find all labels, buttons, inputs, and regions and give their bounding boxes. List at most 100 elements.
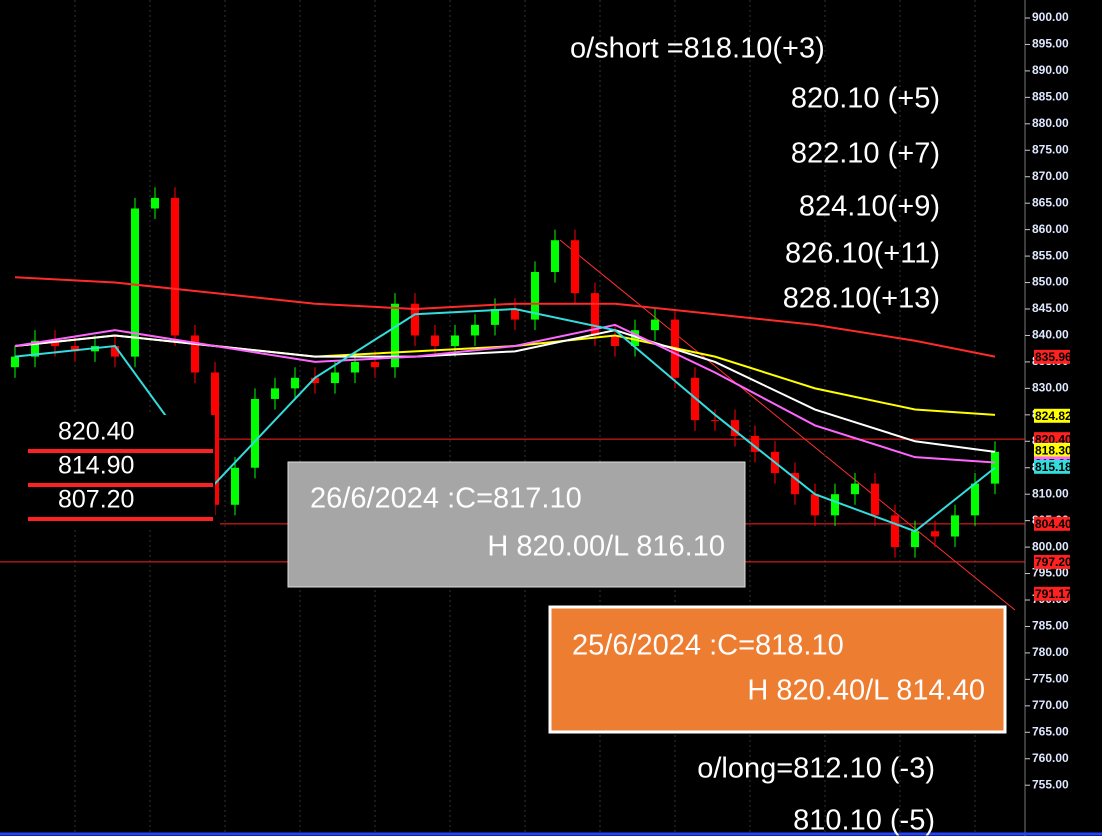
candle-body xyxy=(971,483,979,516)
y-tick-label: 890.00 xyxy=(1032,63,1069,77)
orange-box-line: 25/6/2024 :C=818.10 xyxy=(572,630,844,662)
price-tag xyxy=(1034,432,1070,447)
y-tick-label: 830.00 xyxy=(1032,381,1069,395)
price-tag xyxy=(1034,349,1070,364)
box-level-bar xyxy=(28,483,213,487)
orange-box xyxy=(548,605,1007,734)
candle-body xyxy=(591,293,599,336)
price-tag-label: 804.40 xyxy=(1035,517,1072,531)
ma-line xyxy=(14,276,996,358)
candle-body xyxy=(631,330,639,347)
candle-body xyxy=(511,309,519,320)
ma-line xyxy=(14,323,996,464)
candle-body xyxy=(411,303,419,336)
y-tick-label: 810.00 xyxy=(1032,486,1069,500)
y-tick-label: 895.00 xyxy=(1032,37,1069,51)
candle-body xyxy=(111,346,119,357)
candle-body xyxy=(171,197,179,336)
candle-body xyxy=(571,240,579,294)
y-tick-label: 850.00 xyxy=(1032,275,1069,289)
candle-body xyxy=(471,324,479,336)
candle-body xyxy=(11,356,19,368)
candle-body xyxy=(371,361,379,368)
y-tick-label: 885.00 xyxy=(1032,90,1069,104)
candle-body xyxy=(251,398,259,468)
candle-body xyxy=(51,340,59,347)
y-tick-label: 865.00 xyxy=(1032,195,1069,209)
price-tag-label: 791.17 xyxy=(1035,587,1072,601)
y-tick-label: 770.00 xyxy=(1032,698,1069,712)
candle-body xyxy=(231,467,239,505)
box-level-label: 820.40 xyxy=(58,418,134,446)
candle-body xyxy=(731,420,739,436)
candle-body xyxy=(931,531,939,537)
orange-box-line: H 820.40/L 814.40 xyxy=(747,675,985,707)
candle-body xyxy=(311,377,319,384)
y-tick-label: 845.00 xyxy=(1032,301,1069,315)
candle-body xyxy=(911,531,919,548)
candle-body xyxy=(751,435,759,452)
candle-body xyxy=(871,483,879,516)
price-tag xyxy=(1034,554,1070,569)
y-tick-label: 855.00 xyxy=(1032,248,1069,262)
ma-line xyxy=(14,329,996,453)
gray-box-line: 26/6/2024 :C=817.10 xyxy=(310,483,582,515)
y-tick-label: 900.00 xyxy=(1032,10,1069,24)
price-tag xyxy=(1034,586,1070,601)
candle-body xyxy=(271,388,279,399)
candle-body xyxy=(831,494,839,516)
y-tick-label: 760.00 xyxy=(1032,751,1069,765)
price-tag xyxy=(1034,443,1070,458)
gray-box-line: H 820.00/L 816.10 xyxy=(487,531,725,563)
short-target: 824.10(+9) xyxy=(799,191,940,223)
box-level-label: 814.90 xyxy=(58,452,134,480)
candle-body xyxy=(811,494,819,516)
candle-body xyxy=(71,346,79,352)
price-tag xyxy=(1034,516,1070,531)
candle-body xyxy=(711,420,719,422)
box-level-bar xyxy=(28,449,213,453)
short-target: 826.10(+11) xyxy=(785,238,940,270)
price-tag xyxy=(1034,408,1070,423)
y-tick-label: 780.00 xyxy=(1032,645,1069,659)
candle-body xyxy=(431,335,439,347)
candle-body xyxy=(611,335,619,347)
price-tag-label: 815.18 xyxy=(1035,460,1072,474)
candle-body xyxy=(551,240,559,272)
candle-body xyxy=(131,208,139,357)
y-tick-label: 860.00 xyxy=(1032,222,1069,236)
candle-body xyxy=(531,271,539,320)
short-target: 820.10 (+5) xyxy=(791,83,940,115)
price-tag-label: 835.96 xyxy=(1035,350,1072,364)
price-tag-label: 820.40 xyxy=(1035,432,1072,446)
candle-body xyxy=(331,372,339,384)
candle-body xyxy=(791,473,799,495)
y-tick-label: 785.00 xyxy=(1032,619,1069,633)
candle-body xyxy=(951,515,959,537)
price-tag-label: 824.82 xyxy=(1035,409,1072,423)
price-tag-label: 818.30 xyxy=(1035,443,1072,457)
short-target: 828.10(+13) xyxy=(783,283,940,315)
gray-box xyxy=(287,461,746,588)
candle-body xyxy=(351,361,359,373)
candle-body xyxy=(851,483,859,495)
price-tag-label: 797.20 xyxy=(1035,555,1072,569)
short-target: o/short =818.10(+3) xyxy=(570,33,825,65)
long-target: 810.10 (-5) xyxy=(793,805,935,836)
short-target: 822.10 (+7) xyxy=(791,138,940,170)
y-tick-label: 765.00 xyxy=(1032,724,1069,738)
y-tick-label: 755.00 xyxy=(1032,777,1069,791)
box-level-label: 807.20 xyxy=(58,486,134,514)
y-tick-label: 775.00 xyxy=(1032,672,1069,686)
long-target: o/long=812.10 (-3) xyxy=(697,753,935,785)
candle-body xyxy=(491,309,499,325)
candle-body xyxy=(151,197,159,209)
candle-body xyxy=(391,303,399,368)
trend-line xyxy=(559,239,1016,611)
y-tick-label: 880.00 xyxy=(1032,116,1069,130)
level-box xyxy=(0,415,215,530)
box-level-bar xyxy=(28,517,213,521)
y-tick-label: 870.00 xyxy=(1032,169,1069,183)
price-tag xyxy=(1034,459,1070,474)
